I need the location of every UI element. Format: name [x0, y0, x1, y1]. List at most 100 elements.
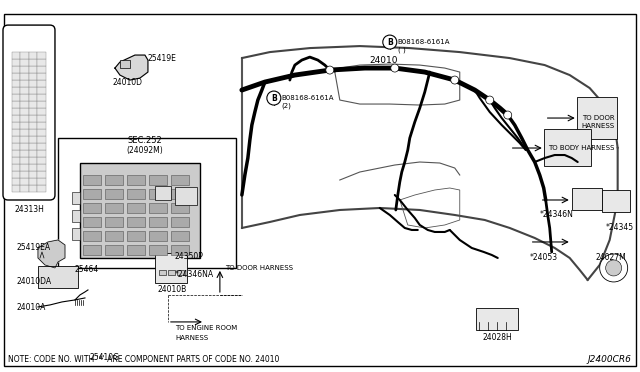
Text: B: B — [271, 93, 276, 103]
Text: 24010B: 24010B — [158, 285, 187, 295]
Bar — [12, 150, 20, 157]
Bar — [20, 66, 29, 73]
Bar — [602, 190, 630, 212]
Bar — [120, 60, 130, 68]
Bar — [38, 150, 46, 157]
Bar — [105, 245, 123, 255]
Bar — [83, 203, 101, 213]
Bar — [29, 178, 38, 185]
Bar — [38, 108, 46, 115]
Bar — [12, 101, 20, 108]
Bar — [175, 187, 197, 205]
FancyBboxPatch shape — [544, 129, 591, 166]
Bar — [20, 143, 29, 150]
Bar — [12, 73, 20, 80]
Text: HARNESS: HARNESS — [175, 335, 208, 341]
Bar — [38, 164, 46, 171]
Bar — [38, 101, 46, 108]
Bar — [29, 171, 38, 178]
Text: HARNESS: HARNESS — [582, 123, 615, 129]
Text: B08168-6161A: B08168-6161A — [398, 39, 451, 45]
Bar — [38, 94, 46, 101]
Text: (2): (2) — [282, 103, 292, 109]
Circle shape — [383, 35, 397, 49]
Bar — [149, 217, 167, 227]
Bar — [12, 59, 20, 66]
Bar — [20, 164, 29, 171]
Polygon shape — [38, 240, 65, 268]
Circle shape — [326, 66, 334, 74]
Bar — [105, 231, 123, 241]
Bar — [105, 217, 123, 227]
Bar — [20, 129, 29, 136]
Bar — [72, 192, 80, 204]
Bar — [29, 157, 38, 164]
Bar — [12, 122, 20, 129]
Text: 25410G: 25410G — [90, 353, 120, 362]
Circle shape — [391, 64, 399, 72]
Bar — [29, 164, 38, 171]
Bar — [127, 189, 145, 199]
Text: *24346NA: *24346NA — [175, 270, 214, 279]
FancyBboxPatch shape — [3, 25, 55, 200]
Text: 24028H: 24028H — [483, 333, 513, 342]
Circle shape — [605, 260, 621, 276]
Bar — [38, 66, 46, 73]
Bar — [171, 231, 189, 241]
Bar — [149, 231, 167, 241]
Bar — [12, 143, 20, 150]
Text: 25464: 25464 — [75, 266, 99, 275]
Circle shape — [451, 76, 459, 84]
Bar — [12, 94, 20, 101]
Bar — [127, 175, 145, 185]
Bar — [105, 175, 123, 185]
Polygon shape — [115, 55, 148, 80]
Bar — [155, 253, 187, 283]
Bar — [149, 175, 167, 185]
Bar — [38, 122, 46, 129]
Bar — [83, 231, 101, 241]
Bar — [20, 108, 29, 115]
Text: (24092M): (24092M) — [127, 146, 163, 155]
Bar — [20, 59, 29, 66]
Bar — [20, 150, 29, 157]
Bar — [20, 178, 29, 185]
Bar — [127, 203, 145, 213]
Text: *24345: *24345 — [605, 224, 634, 232]
Bar — [159, 270, 166, 275]
Bar — [29, 94, 38, 101]
Bar — [29, 115, 38, 122]
Bar — [149, 203, 167, 213]
Bar — [127, 231, 145, 241]
Bar — [155, 186, 171, 200]
Bar — [12, 157, 20, 164]
Bar — [38, 59, 46, 66]
Bar — [29, 136, 38, 143]
Bar — [20, 94, 29, 101]
Circle shape — [600, 254, 628, 282]
Bar — [171, 175, 189, 185]
Bar — [476, 308, 518, 330]
Bar — [171, 189, 189, 199]
Bar — [83, 189, 101, 199]
Bar — [29, 129, 38, 136]
Bar — [29, 87, 38, 94]
Text: NOTE: CODE NO. WITH '*' ARE COMPONENT PARTS OF CODE NO. 24010: NOTE: CODE NO. WITH '*' ARE COMPONENT PA… — [8, 355, 280, 365]
Text: 24010A: 24010A — [17, 304, 46, 312]
Text: 24350P: 24350P — [175, 253, 204, 262]
Bar — [149, 245, 167, 255]
Bar — [29, 150, 38, 157]
Bar — [171, 203, 189, 213]
Text: *24346N: *24346N — [540, 211, 573, 219]
Bar — [38, 171, 46, 178]
Text: 25419E: 25419E — [148, 54, 177, 62]
Bar — [80, 163, 200, 258]
Bar — [12, 52, 20, 59]
Bar — [12, 80, 20, 87]
Bar — [20, 80, 29, 87]
Text: ( ): ( ) — [398, 47, 406, 53]
Circle shape — [504, 111, 512, 119]
Text: 24010D: 24010D — [113, 77, 143, 87]
Bar — [171, 217, 189, 227]
Bar — [12, 164, 20, 171]
